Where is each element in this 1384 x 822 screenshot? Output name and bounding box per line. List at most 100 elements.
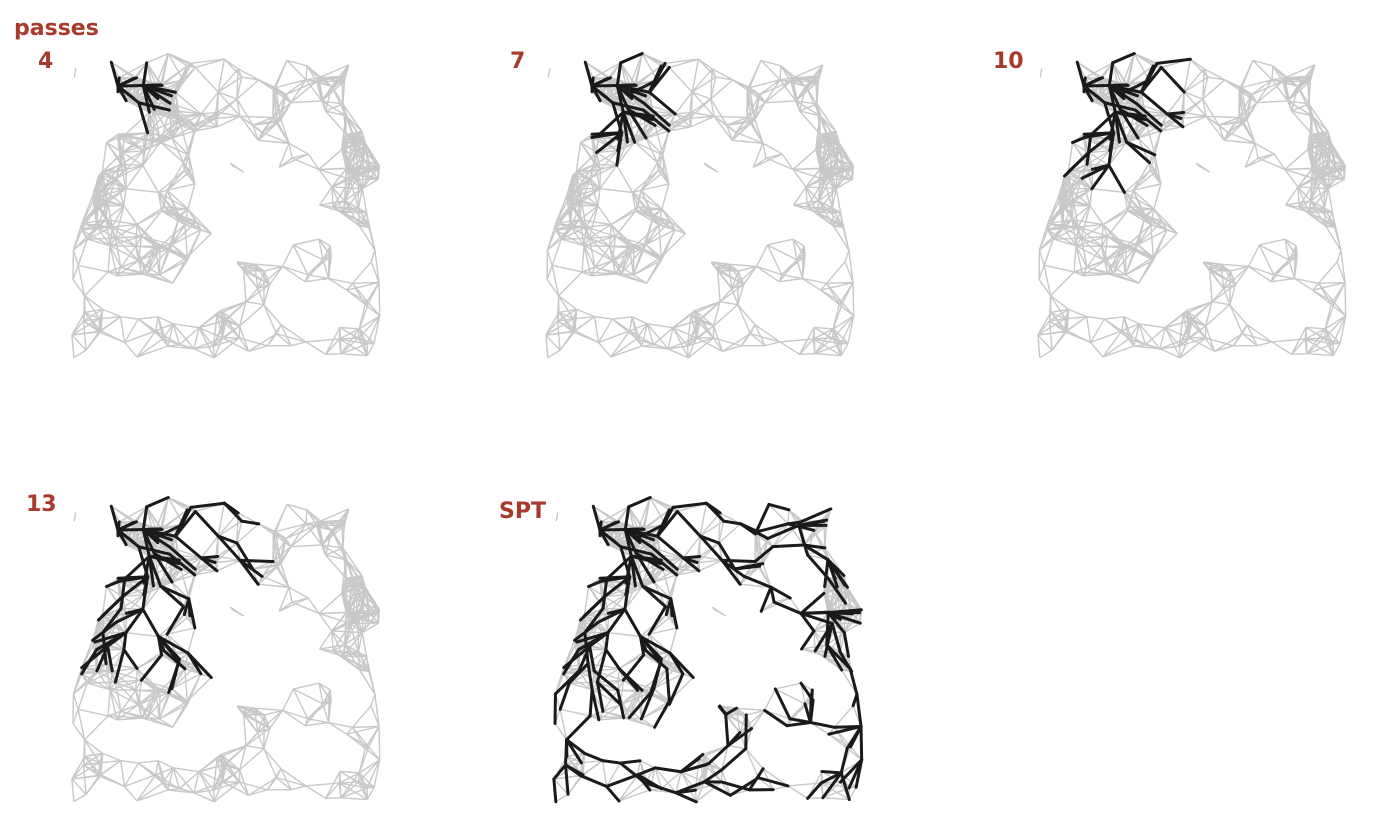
tree-edge — [590, 84, 609, 100]
graph-edge — [646, 323, 669, 350]
graph-edge — [1068, 308, 1087, 318]
graph-edge — [1325, 225, 1342, 251]
graph-edge — [710, 68, 713, 100]
graph-edge — [1065, 315, 1087, 320]
graph-edge — [1327, 178, 1345, 190]
graph-edge — [571, 171, 577, 206]
graph-edge — [731, 119, 756, 141]
graph-edge — [96, 205, 99, 227]
graph-edge — [106, 133, 119, 144]
graph-edge — [1086, 315, 1105, 320]
graph-edge — [1332, 315, 1347, 345]
graph-edge — [1304, 338, 1334, 357]
graph-edge — [1287, 80, 1311, 102]
graph-edge — [319, 644, 345, 650]
graph-edge — [1218, 118, 1248, 126]
tree-edge — [1085, 133, 1093, 166]
graph-edge — [245, 727, 271, 747]
graph-edge — [98, 762, 102, 776]
graph-edge — [847, 315, 855, 344]
graph-edge — [576, 177, 591, 190]
graph-edge — [124, 111, 150, 136]
graph-edge — [1285, 200, 1311, 206]
graph-edge — [370, 705, 380, 727]
graph-edge — [832, 328, 842, 345]
graph-edge — [1284, 168, 1317, 181]
graph-edge — [557, 308, 578, 322]
graph-edge — [1050, 311, 1066, 320]
graph-edge — [590, 267, 596, 277]
graph-edge — [594, 266, 616, 275]
graph-edge — [81, 223, 88, 240]
graph-edge — [652, 217, 660, 226]
graph-edge — [546, 265, 553, 280]
graph-edge — [341, 134, 347, 150]
graph-edge — [346, 726, 354, 735]
graph-edge — [1271, 341, 1293, 355]
graph-edge — [1037, 330, 1068, 336]
graph-edge — [358, 337, 375, 345]
graph-edge — [629, 330, 654, 346]
graph-edge — [1080, 237, 1106, 262]
graph-edge — [82, 320, 87, 351]
graph-edge — [1037, 312, 1052, 336]
graph-edge — [367, 282, 380, 304]
graph-edge — [263, 270, 271, 285]
graph-edge — [342, 103, 347, 135]
graph-edge — [843, 227, 850, 251]
graph-edge — [1148, 130, 1162, 163]
graph-edge — [668, 117, 690, 132]
graph-edge — [656, 130, 670, 163]
graph-edge — [1088, 141, 1120, 154]
graph-edge — [1230, 265, 1249, 272]
graph-edge — [1291, 353, 1307, 356]
graph-edge — [171, 124, 182, 139]
graph-edge — [1299, 206, 1325, 210]
graph-edge — [168, 110, 173, 139]
graph-edge — [831, 328, 834, 339]
graph-edge — [217, 91, 238, 100]
graph-edge — [1104, 247, 1135, 262]
graph-edge — [1312, 281, 1346, 291]
tree-edge — [1133, 108, 1163, 133]
graph-edge — [762, 143, 767, 159]
graph-edge — [1324, 302, 1336, 330]
graph-edge — [792, 64, 824, 79]
graph-edge — [713, 115, 728, 126]
graph-edge — [1091, 150, 1111, 170]
graph-edge — [749, 333, 766, 347]
graph-edge — [1150, 208, 1155, 225]
graph-edge — [319, 648, 334, 652]
graph-edge — [592, 62, 622, 79]
graph-edge — [1179, 337, 1206, 359]
graph-edge — [555, 197, 570, 224]
graph-edge — [280, 324, 307, 343]
graph-edge — [1273, 153, 1286, 170]
graph-edge — [634, 141, 664, 156]
graph-edge — [341, 578, 347, 594]
graph-edge — [136, 210, 162, 226]
graph-edge — [166, 189, 189, 210]
graph-edge — [96, 226, 111, 247]
graph-edge — [1107, 235, 1139, 246]
graph-edge — [187, 65, 196, 69]
graph-edge — [660, 232, 686, 258]
tree-edge — [193, 509, 220, 538]
graph-edge — [102, 308, 121, 318]
graph-edge — [84, 311, 102, 332]
graph-edge — [220, 301, 247, 312]
graph-edge — [1195, 162, 1199, 166]
graph-edge — [168, 109, 196, 126]
graph-edge — [147, 109, 170, 134]
graph-edge — [596, 149, 618, 154]
graph-edge — [290, 79, 307, 104]
graph-edge — [1063, 188, 1093, 206]
graph-edge — [597, 318, 613, 343]
graph-edge — [1124, 191, 1155, 210]
graph-edge — [161, 53, 169, 86]
graph-edge — [138, 259, 160, 276]
graph-edge — [263, 304, 282, 326]
graph-edge — [1160, 113, 1168, 132]
graph-edge — [123, 341, 138, 358]
graph-edge — [694, 310, 699, 322]
